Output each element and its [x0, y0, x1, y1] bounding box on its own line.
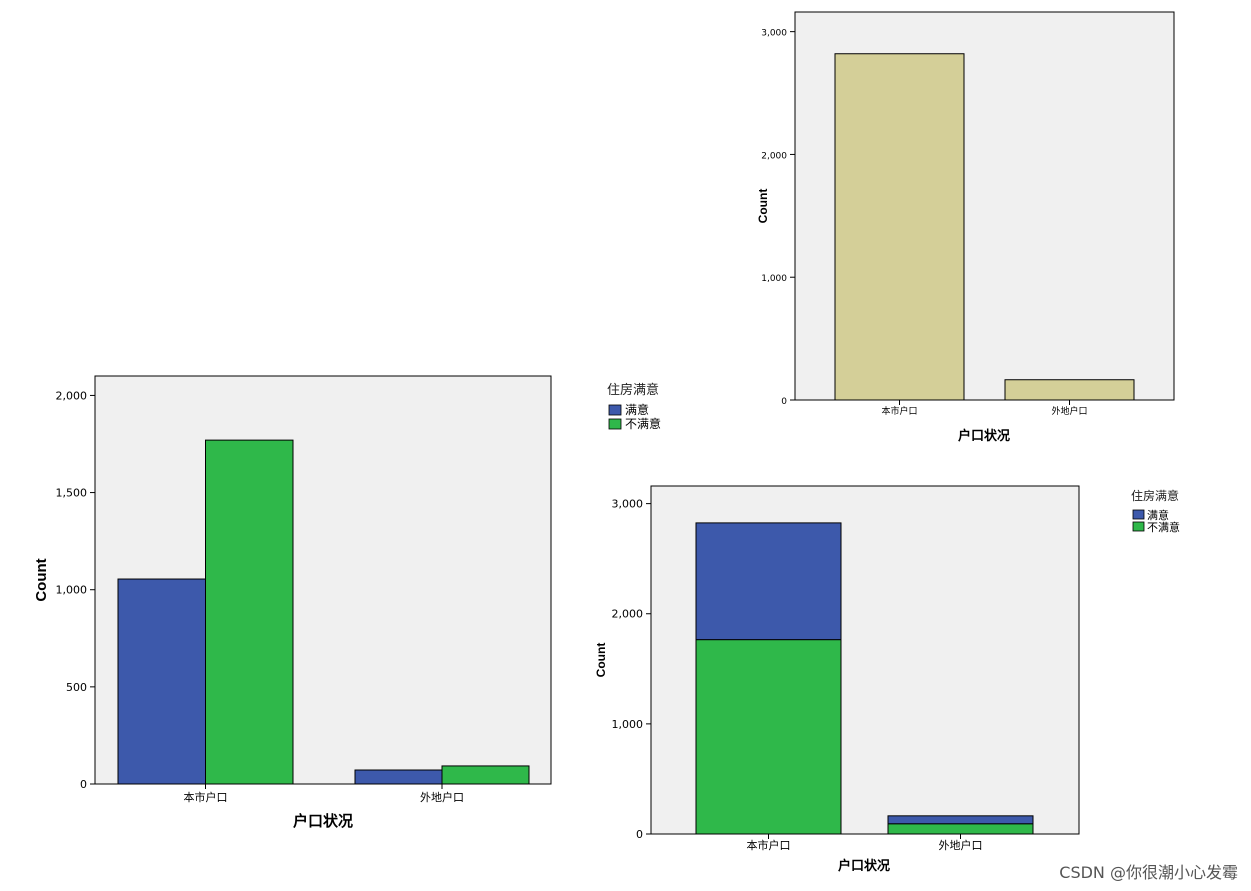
bar-segment: [695, 522, 842, 641]
legend-item-unsatisfied: 不满意: [625, 416, 661, 431]
legend-item-unsatisfied: 不满意: [1147, 520, 1180, 534]
y-axis-ticks: 0 1,000 2,000 3,000: [761, 29, 795, 407]
bar: [354, 769, 443, 785]
y-tick-label: 2,000: [612, 608, 644, 621]
y-tick-label: 1,000: [761, 274, 787, 284]
bar-segment: [887, 815, 1034, 825]
x-tick-labels: 本市户口 外地户口: [747, 834, 983, 852]
single-bar-chart: 0 1,000 2,000 3,000 本市户口 外地户口 户口状况 Count: [756, 11, 1175, 444]
x-tick-label: 本市户口: [881, 405, 917, 417]
x-axis-label: 户口状况: [838, 858, 890, 874]
y-tick-label: 1,000: [56, 584, 88, 597]
bar: [441, 765, 530, 785]
x-axis-label: 户口状况: [958, 428, 1010, 444]
x-axis-label: 户口状况: [293, 812, 353, 830]
y-tick-label: 0: [80, 778, 87, 791]
y-tick-label: 2,000: [56, 389, 88, 402]
y-axis-ticks: 0 500 1,000 1,500 2,000: [56, 389, 95, 791]
x-tick-label: 本市户口: [747, 838, 791, 852]
y-tick-label: 3,000: [612, 498, 644, 511]
legend-item-satisfied: 满意: [625, 402, 649, 417]
bar: [117, 578, 206, 785]
x-tick-labels: 本市户口 外地户口: [184, 784, 464, 804]
legend-item-satisfied: 满意: [1147, 508, 1169, 522]
y-axis-label: Count: [33, 558, 50, 601]
y-tick-label: 3,000: [761, 29, 787, 39]
bar: [834, 53, 965, 401]
legend-title: 住房满意: [1131, 488, 1179, 503]
y-axis-label: Count: [756, 189, 770, 224]
bars: [695, 522, 1034, 835]
y-axis-ticks: 0 1,000 2,000 3,000: [612, 498, 651, 841]
bar-segment: [887, 823, 1034, 835]
bar: [1004, 379, 1135, 401]
y-tick-label: 0: [636, 828, 643, 841]
x-tick-label: 本市户口: [184, 790, 228, 804]
watermark-text: CSDN @你很潮小心发霉: [1059, 863, 1238, 882]
bars: [117, 439, 530, 785]
bar: [205, 439, 294, 785]
legend-swatch-satisfied: [1132, 509, 1145, 520]
y-tick-label: 0: [781, 397, 787, 407]
x-tick-label: 外地户口: [1051, 405, 1087, 417]
legend-swatch-satisfied: [608, 404, 622, 416]
bar-segment: [695, 639, 842, 835]
y-tick-label: 500: [66, 681, 87, 694]
legend-swatch-unsatisfied: [1132, 521, 1145, 532]
y-tick-label: 1,500: [56, 487, 88, 500]
x-tick-labels: 本市户口 外地户口: [881, 400, 1088, 417]
y-tick-label: 1,000: [612, 718, 644, 731]
legend: 住房满意 满意 不满意: [1131, 488, 1180, 534]
x-tick-label: 外地户口: [420, 790, 464, 804]
y-tick-label: 2,000: [761, 151, 787, 161]
legend: 住房满意 满意 不满意: [607, 382, 661, 431]
legend-swatch-unsatisfied: [608, 418, 622, 430]
x-tick-label: 外地户口: [939, 838, 983, 852]
y-axis-label: Count: [594, 643, 608, 678]
legend-title: 住房满意: [607, 382, 659, 398]
stacked-bar-chart: 0 1,000 2,000 3,000 本市户口 外地户口 户口状况 Count 住房满…: [594, 485, 1180, 874]
